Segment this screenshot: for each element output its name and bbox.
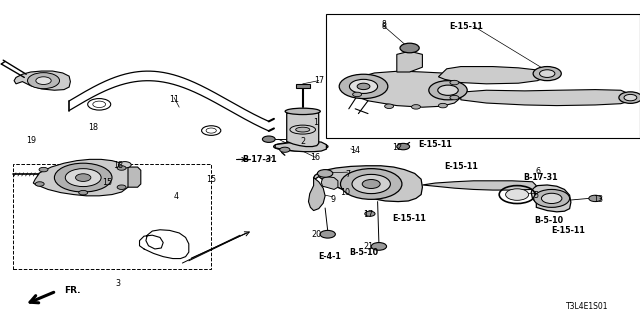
Text: 18: 18 bbox=[113, 161, 124, 170]
Circle shape bbox=[280, 147, 290, 152]
Circle shape bbox=[624, 94, 637, 101]
Text: E-15-11: E-15-11 bbox=[393, 214, 426, 223]
Circle shape bbox=[619, 92, 640, 103]
Circle shape bbox=[349, 79, 378, 93]
Text: 13: 13 bbox=[593, 195, 604, 204]
Bar bbox=[326, 14, 640, 138]
Circle shape bbox=[412, 105, 420, 109]
Polygon shape bbox=[296, 84, 310, 88]
Circle shape bbox=[429, 81, 467, 100]
Circle shape bbox=[357, 83, 370, 90]
Ellipse shape bbox=[274, 142, 328, 151]
Text: B-17-31: B-17-31 bbox=[242, 155, 276, 164]
Text: 21: 21 bbox=[363, 242, 373, 251]
Text: 8: 8 bbox=[381, 20, 387, 28]
Circle shape bbox=[340, 169, 402, 199]
Text: 9: 9 bbox=[330, 195, 335, 204]
Circle shape bbox=[117, 166, 126, 170]
Circle shape bbox=[589, 195, 602, 202]
Text: 16: 16 bbox=[310, 153, 321, 162]
Text: 18: 18 bbox=[88, 123, 98, 132]
Circle shape bbox=[540, 70, 555, 77]
Circle shape bbox=[317, 170, 333, 177]
Polygon shape bbox=[397, 51, 422, 72]
Circle shape bbox=[28, 73, 60, 89]
Circle shape bbox=[353, 92, 362, 97]
Text: 3: 3 bbox=[116, 279, 121, 288]
Circle shape bbox=[352, 174, 390, 194]
Polygon shape bbox=[33, 159, 131, 196]
Circle shape bbox=[450, 95, 459, 100]
Ellipse shape bbox=[285, 108, 321, 115]
Polygon shape bbox=[287, 109, 319, 147]
Text: 2: 2 bbox=[300, 137, 305, 146]
Circle shape bbox=[76, 174, 91, 181]
Text: B-5-10: B-5-10 bbox=[534, 216, 564, 225]
Circle shape bbox=[339, 74, 388, 99]
Circle shape bbox=[397, 143, 410, 150]
Polygon shape bbox=[321, 177, 338, 189]
Text: 17: 17 bbox=[314, 76, 324, 85]
Circle shape bbox=[118, 162, 131, 168]
Circle shape bbox=[371, 243, 387, 250]
Circle shape bbox=[400, 43, 419, 53]
Circle shape bbox=[39, 167, 48, 172]
Text: 17: 17 bbox=[363, 210, 373, 219]
Text: 15: 15 bbox=[102, 178, 112, 187]
Ellipse shape bbox=[290, 125, 316, 134]
Circle shape bbox=[320, 230, 335, 238]
Circle shape bbox=[385, 104, 394, 108]
Text: 7: 7 bbox=[345, 170, 350, 179]
Text: E-15-11: E-15-11 bbox=[449, 22, 483, 31]
Polygon shape bbox=[422, 181, 536, 190]
Text: E-15-11: E-15-11 bbox=[419, 140, 452, 149]
Text: E-15-11: E-15-11 bbox=[444, 162, 477, 171]
Text: E-15-11: E-15-11 bbox=[552, 226, 585, 235]
Circle shape bbox=[54, 163, 112, 192]
Circle shape bbox=[506, 189, 529, 200]
Polygon shape bbox=[128, 167, 141, 187]
Circle shape bbox=[541, 193, 562, 204]
Polygon shape bbox=[461, 90, 630, 106]
Text: 5: 5 bbox=[534, 191, 539, 200]
Circle shape bbox=[35, 182, 44, 186]
Circle shape bbox=[450, 80, 459, 85]
Circle shape bbox=[438, 103, 447, 108]
Circle shape bbox=[262, 136, 275, 142]
Polygon shape bbox=[314, 166, 422, 202]
Circle shape bbox=[534, 189, 570, 207]
Text: B-5-10: B-5-10 bbox=[349, 248, 378, 257]
Text: 8: 8 bbox=[381, 22, 387, 31]
Circle shape bbox=[79, 190, 88, 195]
Text: 12: 12 bbox=[392, 143, 402, 152]
Text: 14: 14 bbox=[350, 146, 360, 155]
Text: 11: 11 bbox=[169, 95, 179, 104]
Text: 4: 4 bbox=[173, 192, 179, 201]
Text: T3L4E1S01: T3L4E1S01 bbox=[566, 302, 608, 311]
Circle shape bbox=[36, 77, 51, 84]
Polygon shape bbox=[438, 67, 547, 84]
Text: 1: 1 bbox=[313, 118, 318, 127]
Text: 20: 20 bbox=[312, 230, 322, 239]
Circle shape bbox=[438, 85, 458, 95]
Polygon shape bbox=[275, 141, 326, 152]
Polygon shape bbox=[308, 178, 325, 211]
Text: 10: 10 bbox=[340, 188, 351, 197]
Text: B-17-31: B-17-31 bbox=[524, 173, 558, 182]
Ellipse shape bbox=[296, 127, 310, 132]
Circle shape bbox=[362, 180, 380, 188]
Polygon shape bbox=[351, 71, 461, 107]
Text: E-4-1: E-4-1 bbox=[318, 252, 341, 261]
Circle shape bbox=[65, 169, 101, 187]
Polygon shape bbox=[531, 185, 571, 212]
Circle shape bbox=[365, 211, 375, 216]
Text: 19: 19 bbox=[26, 136, 36, 145]
Circle shape bbox=[117, 185, 126, 189]
Text: 15: 15 bbox=[206, 175, 216, 184]
Polygon shape bbox=[14, 71, 70, 90]
Circle shape bbox=[533, 67, 561, 81]
Text: 6: 6 bbox=[535, 167, 540, 176]
Text: FR.: FR. bbox=[64, 286, 81, 295]
Bar bbox=[13, 164, 211, 269]
